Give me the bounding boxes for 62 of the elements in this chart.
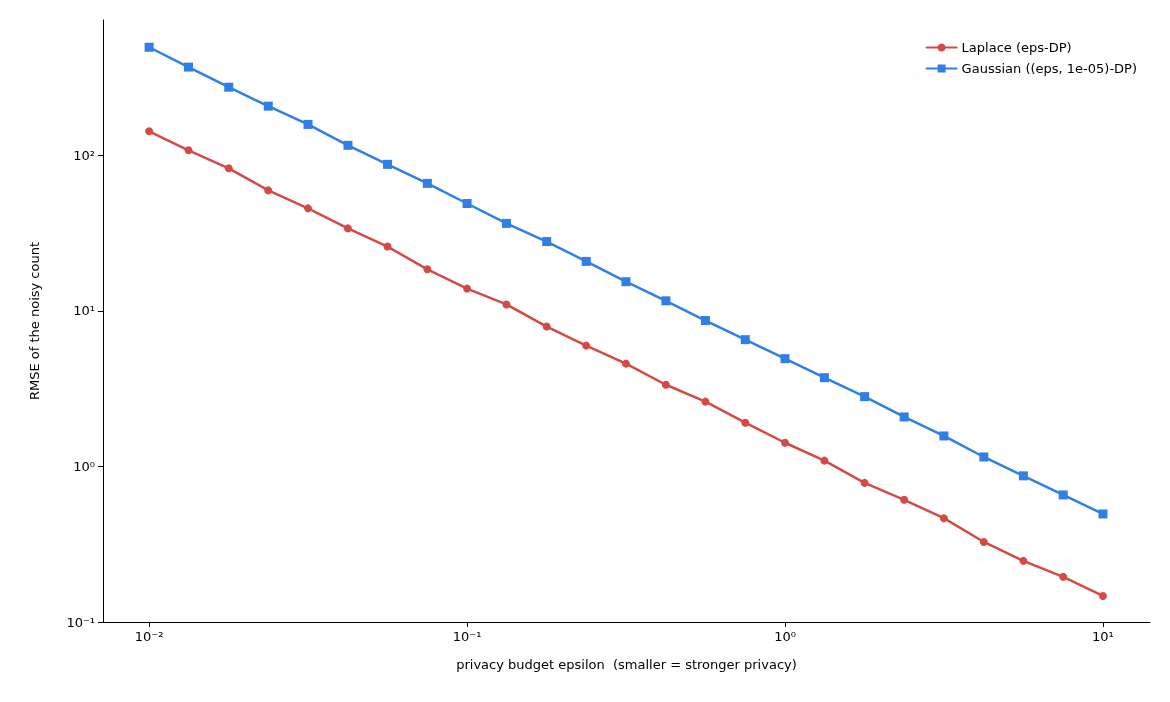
point	[1019, 556, 1028, 565]
point	[1059, 572, 1068, 581]
point	[740, 335, 750, 345]
point	[661, 296, 671, 306]
point	[304, 204, 312, 213]
point	[501, 218, 511, 228]
y-tick-label: 10²	[73, 147, 95, 163]
point	[780, 354, 790, 364]
point	[422, 178, 432, 188]
point	[224, 82, 234, 92]
x-tick-label: 10⁰	[774, 629, 796, 644]
point	[661, 380, 670, 389]
point	[819, 373, 829, 383]
point	[939, 514, 948, 523]
point	[1058, 490, 1068, 500]
x-tick-label: 10⁻²	[134, 629, 164, 644]
point	[581, 256, 591, 266]
point	[979, 452, 989, 462]
point	[145, 127, 154, 136]
point	[582, 341, 591, 350]
point	[462, 199, 472, 209]
point	[264, 186, 273, 195]
point	[1098, 509, 1108, 519]
point	[900, 495, 909, 504]
point	[542, 237, 552, 247]
point	[899, 412, 909, 422]
point	[1098, 591, 1107, 600]
point	[741, 418, 750, 427]
point	[820, 456, 829, 465]
point	[621, 277, 631, 287]
point	[343, 224, 352, 233]
point	[860, 392, 870, 402]
legend-label: Laplace (eps-DP)	[961, 40, 1072, 55]
point	[502, 300, 511, 309]
point	[621, 359, 630, 368]
y-tick-label: 10¹	[73, 303, 95, 319]
point	[1018, 471, 1028, 481]
x-tick-label: 10¹	[1092, 629, 1114, 644]
point	[700, 316, 710, 326]
point	[263, 101, 273, 111]
point	[343, 140, 353, 150]
point	[184, 146, 193, 155]
point	[383, 242, 392, 251]
point	[423, 265, 432, 274]
point	[701, 397, 710, 406]
y-axis-title: RMSE of the noisy count	[27, 241, 42, 401]
point	[979, 537, 988, 546]
y-tick-label: 10⁻¹	[66, 614, 95, 630]
point	[939, 431, 949, 441]
point	[463, 284, 472, 293]
point	[383, 159, 392, 169]
point	[542, 322, 551, 331]
point	[860, 478, 869, 487]
x-axis-title: privacy budget epsilon (smaller = stronger privacy)	[456, 657, 797, 672]
legend-label: Gaussian ((eps, 1e-05)-DP)	[961, 61, 1138, 76]
point	[781, 438, 790, 447]
point	[303, 119, 313, 129]
y-tick-label: 10⁰	[73, 458, 95, 474]
point	[224, 164, 233, 173]
point	[184, 62, 194, 72]
x-tick-label: 10⁻¹	[452, 629, 482, 644]
point	[144, 42, 154, 52]
